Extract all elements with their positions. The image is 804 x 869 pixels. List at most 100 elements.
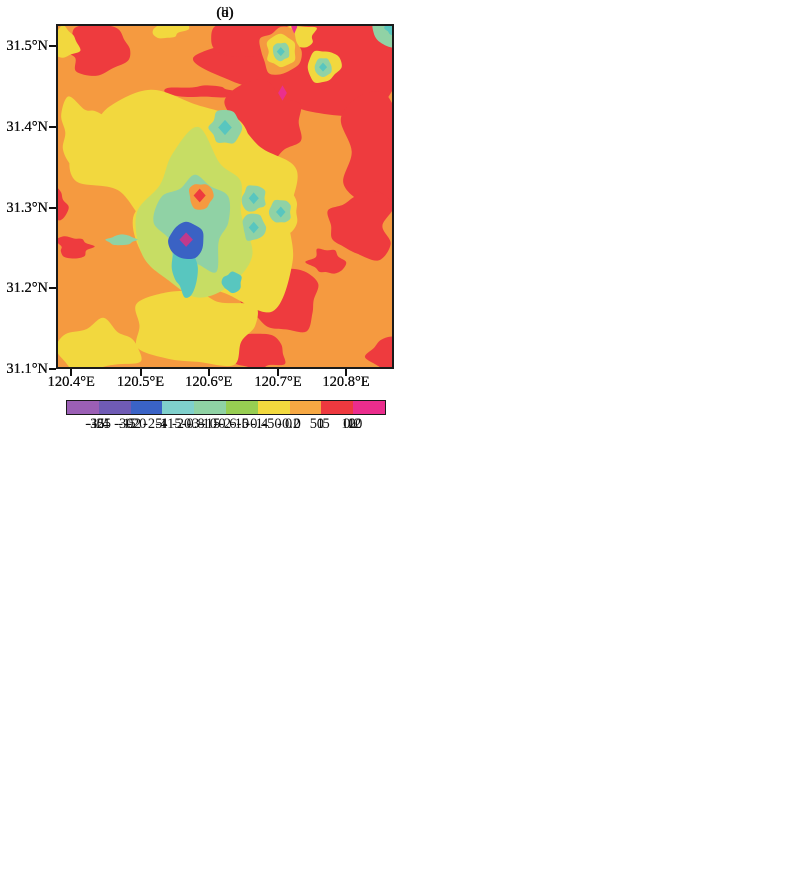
map-contour-patch [135,290,258,367]
map-contour-patch [193,188,206,203]
x-tick-label: 120.7°E [254,374,302,390]
panel-d-map [56,24,394,369]
x-tick-label: 120.5°E [116,374,165,390]
colorbar-tick-label: -1 [155,416,168,432]
x-tick-label: 120.4°E [47,374,95,390]
colorbar-tick-label: -25 [143,416,163,432]
colorbar-tick-label: -4 [155,416,168,432]
map-contour-patch [248,192,259,205]
map-contour-patch [211,24,271,57]
colorbar-tick-label: -0.4 [245,416,269,432]
colorbar-tick-label: -2 [218,416,232,432]
colorbar-tick-label: -10 [197,416,217,432]
map-shapes [56,24,394,369]
x-tick-label: 120.7°E [254,374,302,390]
y-tick-label: 31.4°N [6,118,48,135]
map-contour-patch [56,24,81,58]
colorbar-segment [289,401,322,414]
colorbar-segment [194,401,226,414]
map-contour-patch [56,317,142,369]
map-contour-patch [56,236,95,259]
colorbar-tick-label: 5 [322,416,330,432]
colorbar-tick-label: 1 [316,416,325,432]
panel-c-title: (c) [216,5,234,21]
colorbar-segment [67,401,99,414]
colorbar-segment [162,401,195,414]
panel-a-title: (a) [216,5,234,21]
y-tick-label: 31.5°N [6,38,48,55]
y-tick-label: 31.3°N [6,199,48,216]
colorbar-tick-label: 0.2 [343,416,362,432]
colorbar-tick-label: -10 [229,416,250,432]
colorbar-tick-label: 0 [293,416,301,432]
x-tick-label: 120.4°E [47,374,95,390]
y-tick-label: 31.5°N [6,38,48,55]
map-contour-patch [319,62,328,72]
map-contour-patch [221,271,242,294]
y-tick-label: 31.4°N [6,118,48,135]
panel-d: (d) 31.5°N 31.4°N 31.3°N 31.2°N 31.1°N 120.4°… [0,0,402,434]
colorbar-tick-label: 2 [348,416,356,432]
map-contour-patch [179,232,193,247]
map-contour-patch [164,85,236,98]
y-tick-mark [49,45,56,48]
colorbar-tick-label: -30 [114,416,134,432]
x-tick-label: 120.7°E [254,374,302,390]
x-tick-label: 120.8°E [322,374,370,390]
x-tick-label: 120.5°E [116,374,165,390]
x-tick-label: 120.6°E [185,374,233,390]
map-contour-patch [278,85,287,101]
map-contour-patch [218,119,232,136]
map-border [56,24,394,369]
colorbar-tick-label: -20 [126,416,147,432]
map-contour-patch [248,221,259,234]
x-tick-label: 120.6°E [185,374,233,390]
map-contour-patch [384,24,394,36]
y-tick-label: 31.1°N [6,361,48,377]
y-tick-mark [49,368,56,370]
y-tick-label: 31.2°N [6,280,48,297]
colorbar-tick-label: -0.6 [213,416,237,432]
colorbar-tick-label: 10 [347,416,363,432]
colorbar-tick-label: -15 [200,416,221,432]
colorbar-tick-label: -20 [171,416,192,432]
map-contour-patch [340,91,394,215]
map-contour-patch [327,191,394,261]
y-tick-label: 31.2°N [6,280,48,297]
panel-d-title: (d) [216,5,234,21]
y-tick-mark [49,125,56,128]
x-tick-mark [139,369,142,376]
y-tick-label: 31.1°N [6,361,48,377]
y-tick-mark [49,206,56,209]
colorbar-segment [321,401,354,414]
map-contour-patch [291,24,298,34]
colorbar-tick-label: -35 [85,416,105,432]
colorbar-tick-label: -5 [262,416,275,432]
x-tick-mark [277,369,280,376]
map-contour-patch [364,336,394,369]
y-tick-label: 31.4°N [6,118,48,135]
colorbar-tick-label: -5 [236,416,249,432]
colorbar-tick-label: -1 [250,416,263,432]
y-tick-label: 31.4°N [6,118,48,135]
x-tick-label: 120.5°E [116,374,165,390]
y-tick-label: 31.1°N [6,361,48,377]
colorbar-segment [257,401,290,414]
x-tick-label: 120.6°E [185,374,233,390]
colorbar-tick-label: -3 [187,416,200,432]
y-tick-label: 31.2°N [6,280,48,297]
colorbar-tick-label: -6 [91,416,104,432]
colorbar-tick-label: 0 [274,416,282,432]
map-contour-patch [276,47,285,57]
colorbar-tick-label: -1.2 [118,416,142,432]
x-tick-mark [70,369,73,376]
colorbar-tick-label: 5 [309,416,317,432]
y-tick-label: 31.3°N [6,199,48,216]
colorbar-tick-label: -5 [123,416,136,432]
panel-d-colorbar [66,400,386,415]
colorbar-segment [353,401,385,414]
colorbar-tick-label: -0.2 [277,416,301,432]
y-tick-label: 31.3°N [6,199,48,216]
x-tick-label: 120.6°E [185,374,233,390]
